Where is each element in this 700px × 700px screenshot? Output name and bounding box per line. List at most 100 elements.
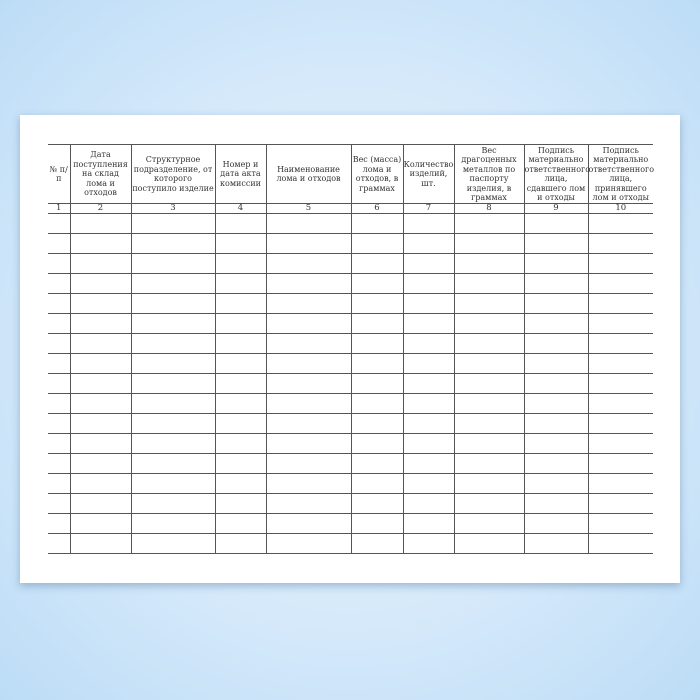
- table-cell[interactable]: [48, 533, 71, 554]
- table-cell[interactable]: [587, 293, 653, 314]
- table-cell[interactable]: [402, 313, 455, 334]
- table-cell[interactable]: [587, 393, 653, 414]
- table-cell[interactable]: [214, 333, 267, 354]
- table-cell[interactable]: [265, 413, 352, 434]
- table-cell[interactable]: [587, 233, 653, 254]
- table-cell[interactable]: [48, 413, 71, 434]
- table-cell[interactable]: [350, 453, 404, 474]
- table-cell[interactable]: [265, 393, 352, 414]
- table-cell[interactable]: [214, 353, 267, 374]
- table-cell[interactable]: [453, 293, 525, 314]
- table-cell[interactable]: [69, 533, 132, 554]
- table-cell[interactable]: [523, 333, 589, 354]
- table-cell[interactable]: [69, 233, 132, 254]
- table-cell[interactable]: [265, 333, 352, 354]
- table-cell[interactable]: [130, 413, 216, 434]
- table-cell[interactable]: [214, 453, 267, 474]
- table-cell[interactable]: [69, 353, 132, 374]
- table-cell[interactable]: [453, 393, 525, 414]
- table-cell[interactable]: [130, 433, 216, 454]
- table-cell[interactable]: [587, 313, 653, 334]
- table-cell[interactable]: [69, 213, 132, 234]
- table-cell[interactable]: [48, 513, 71, 534]
- table-cell[interactable]: [214, 293, 267, 314]
- table-cell[interactable]: [523, 533, 589, 554]
- table-cell[interactable]: [265, 313, 352, 334]
- table-cell[interactable]: [130, 393, 216, 414]
- table-cell[interactable]: [130, 493, 216, 514]
- table-cell[interactable]: [523, 433, 589, 454]
- table-cell[interactable]: [523, 313, 589, 334]
- table-cell[interactable]: [453, 533, 525, 554]
- table-cell[interactable]: [453, 253, 525, 274]
- table-cell[interactable]: [214, 233, 267, 254]
- table-cell[interactable]: [130, 233, 216, 254]
- table-cell[interactable]: [265, 273, 352, 294]
- table-cell[interactable]: [214, 373, 267, 394]
- table-cell[interactable]: [265, 493, 352, 514]
- table-cell[interactable]: [48, 233, 71, 254]
- table-cell[interactable]: [350, 493, 404, 514]
- table-cell[interactable]: [48, 293, 71, 314]
- table-cell[interactable]: [453, 273, 525, 294]
- table-cell[interactable]: [265, 453, 352, 474]
- table-cell[interactable]: [587, 453, 653, 474]
- table-cell[interactable]: [130, 453, 216, 474]
- table-cell[interactable]: [453, 373, 525, 394]
- table-cell[interactable]: [214, 413, 267, 434]
- table-cell[interactable]: [48, 453, 71, 474]
- table-cell[interactable]: [350, 253, 404, 274]
- table-cell[interactable]: [265, 253, 352, 274]
- table-cell[interactable]: [402, 393, 455, 414]
- table-cell[interactable]: [453, 313, 525, 334]
- table-cell[interactable]: [130, 533, 216, 554]
- table-cell[interactable]: [130, 273, 216, 294]
- table-cell[interactable]: [523, 233, 589, 254]
- table-cell[interactable]: [48, 273, 71, 294]
- table-cell[interactable]: [265, 373, 352, 394]
- table-cell[interactable]: [350, 513, 404, 534]
- table-cell[interactable]: [48, 213, 71, 234]
- table-cell[interactable]: [587, 333, 653, 354]
- table-cell[interactable]: [453, 353, 525, 374]
- table-cell[interactable]: [214, 313, 267, 334]
- table-cell[interactable]: [587, 353, 653, 374]
- table-cell[interactable]: [523, 213, 589, 234]
- table-cell[interactable]: [130, 213, 216, 234]
- table-cell[interactable]: [350, 273, 404, 294]
- table-cell[interactable]: [214, 493, 267, 514]
- table-cell[interactable]: [523, 293, 589, 314]
- table-cell[interactable]: [214, 213, 267, 234]
- table-cell[interactable]: [587, 473, 653, 494]
- table-cell[interactable]: [523, 473, 589, 494]
- table-cell[interactable]: [402, 513, 455, 534]
- table-cell[interactable]: [402, 433, 455, 454]
- table-cell[interactable]: [402, 333, 455, 354]
- table-cell[interactable]: [523, 413, 589, 434]
- table-cell[interactable]: [130, 353, 216, 374]
- table-cell[interactable]: [265, 533, 352, 554]
- table-cell[interactable]: [69, 293, 132, 314]
- table-cell[interactable]: [523, 253, 589, 274]
- table-cell[interactable]: [69, 513, 132, 534]
- table-cell[interactable]: [453, 333, 525, 354]
- table-cell[interactable]: [587, 493, 653, 514]
- table-cell[interactable]: [350, 473, 404, 494]
- table-cell[interactable]: [523, 393, 589, 414]
- table-cell[interactable]: [523, 513, 589, 534]
- table-cell[interactable]: [48, 493, 71, 514]
- table-cell[interactable]: [587, 213, 653, 234]
- table-cell[interactable]: [402, 533, 455, 554]
- table-cell[interactable]: [265, 433, 352, 454]
- table-cell[interactable]: [523, 453, 589, 474]
- table-cell[interactable]: [214, 473, 267, 494]
- table-cell[interactable]: [69, 493, 132, 514]
- table-cell[interactable]: [350, 293, 404, 314]
- table-cell[interactable]: [587, 273, 653, 294]
- table-cell[interactable]: [523, 353, 589, 374]
- table-cell[interactable]: [350, 333, 404, 354]
- table-cell[interactable]: [48, 373, 71, 394]
- table-cell[interactable]: [402, 373, 455, 394]
- table-cell[interactable]: [523, 273, 589, 294]
- table-cell[interactable]: [48, 313, 71, 334]
